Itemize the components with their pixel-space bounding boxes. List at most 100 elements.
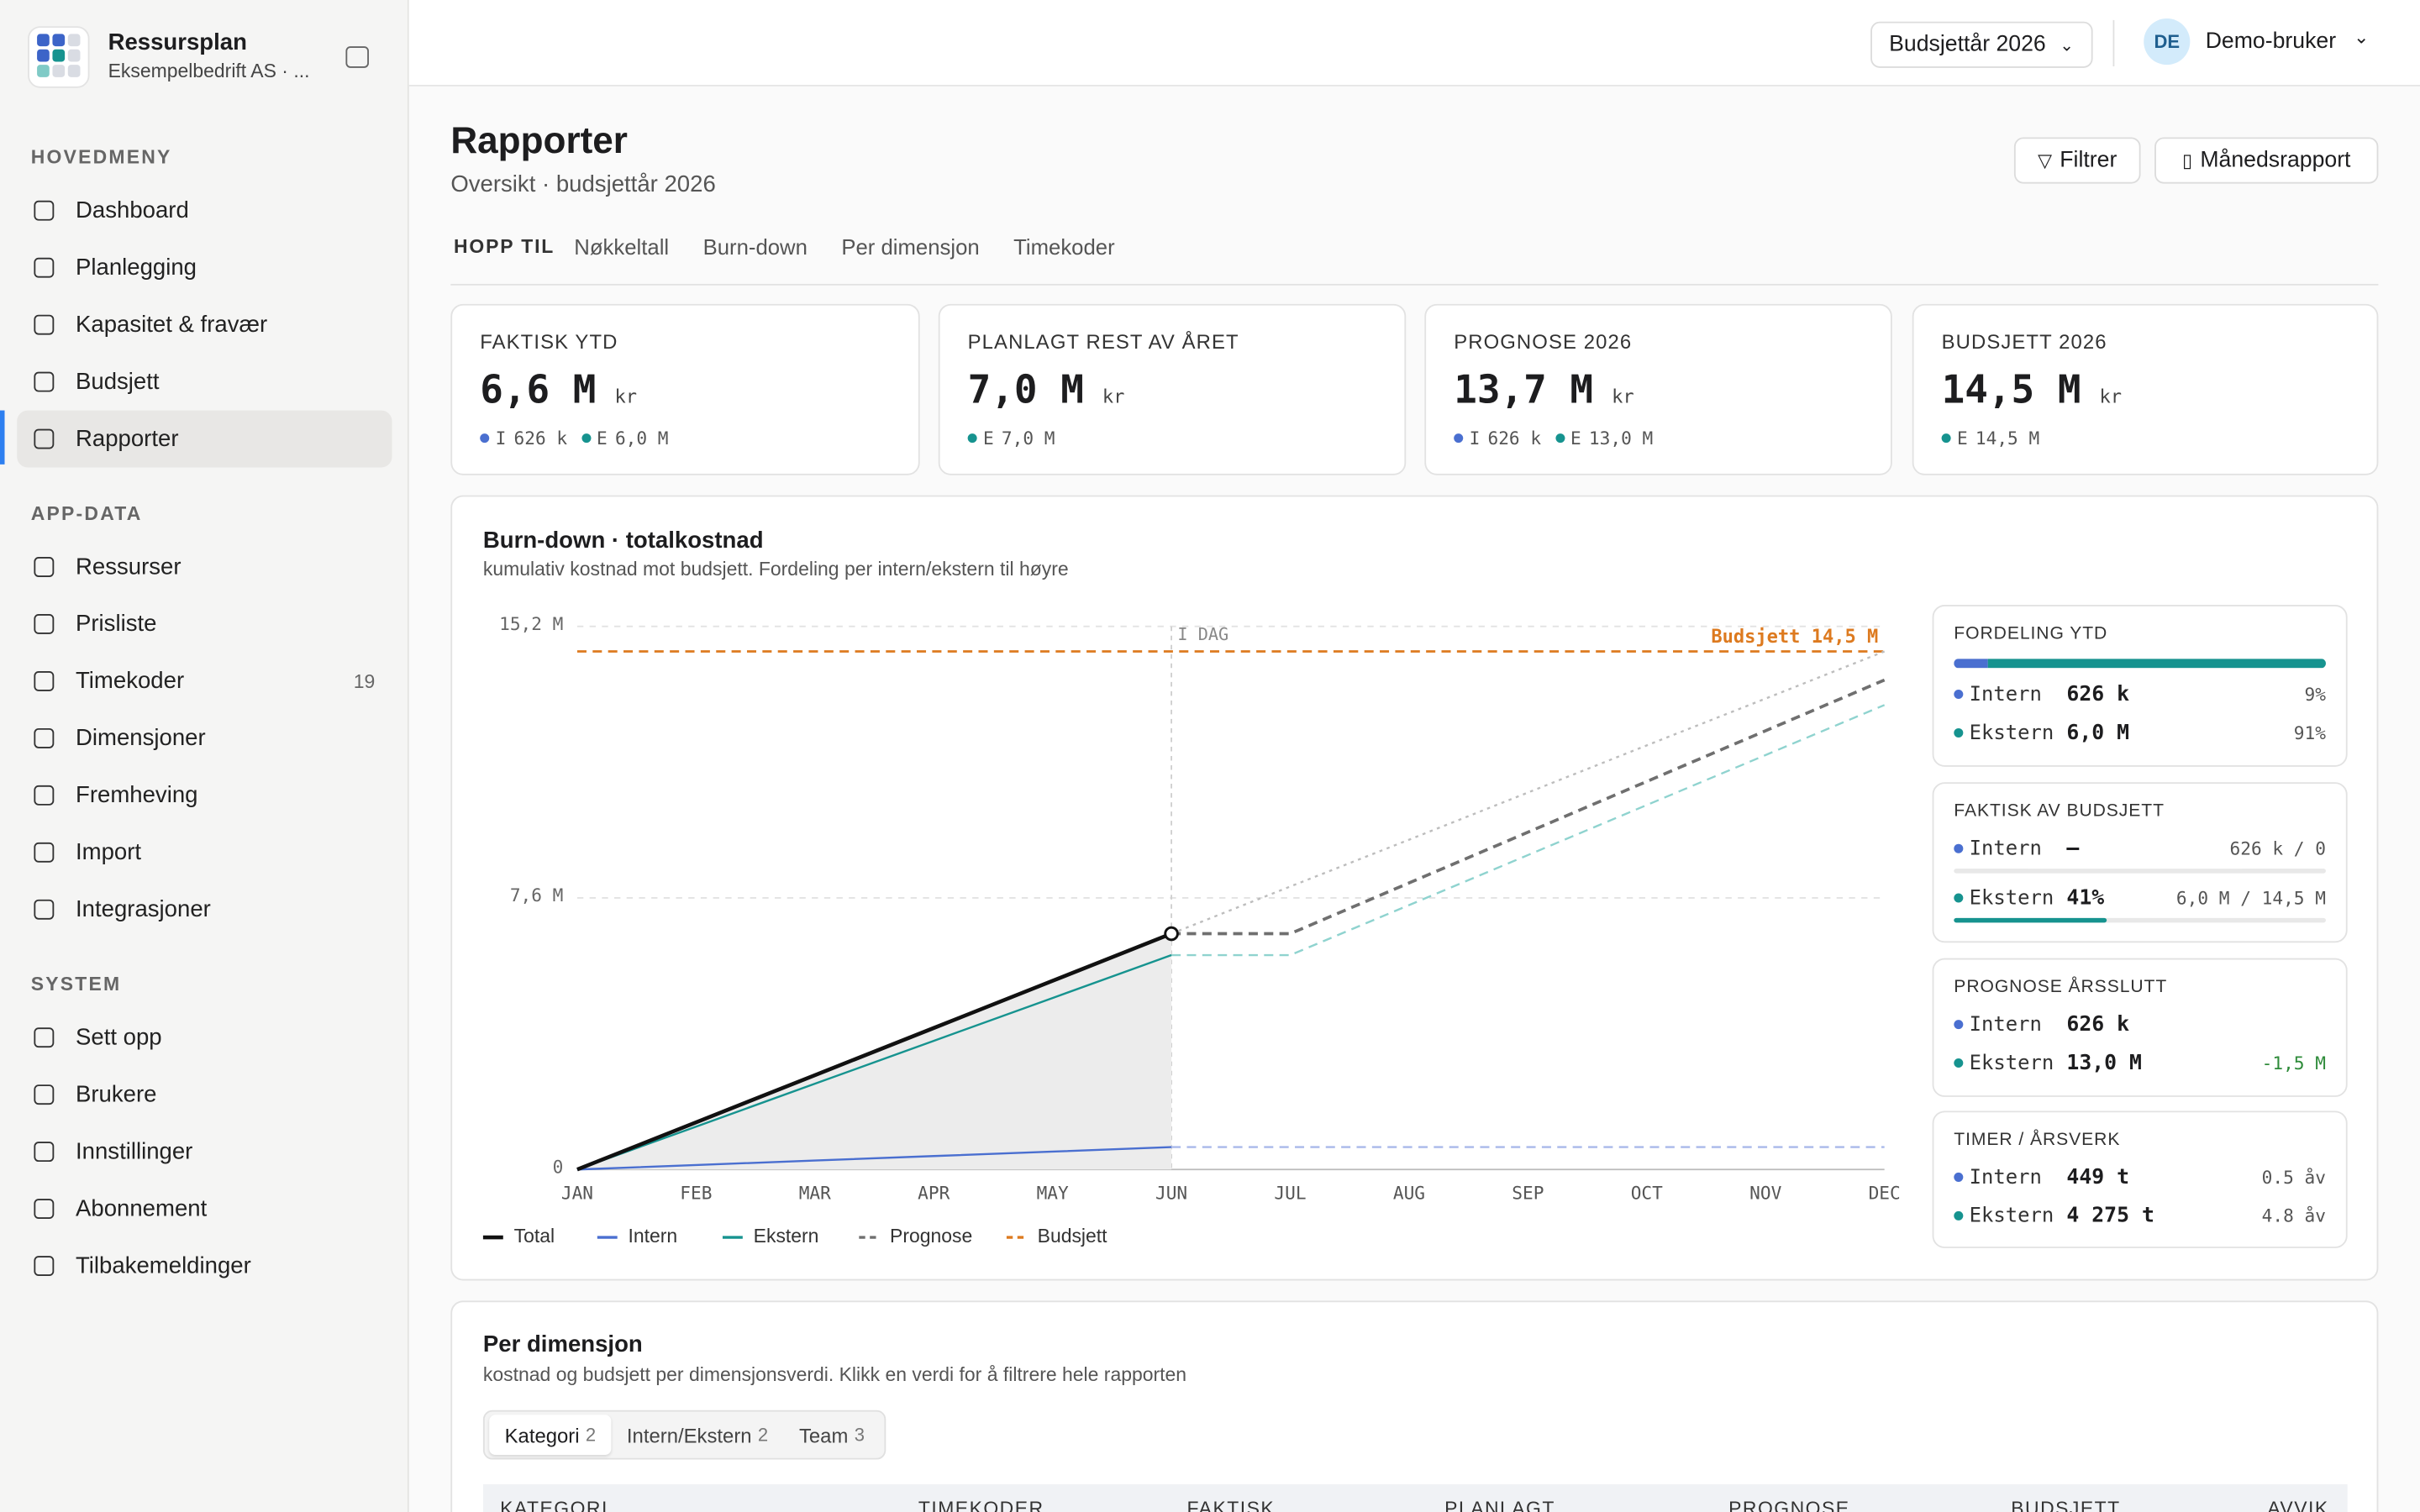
report-button[interactable]: ▯ Månedsrapport xyxy=(2154,137,2379,184)
kpi-parts: E 7,0 M xyxy=(967,427,1055,449)
nav-item[interactable]: Abonnement xyxy=(17,1180,392,1237)
card-title: Burn-down · totalkostnad xyxy=(482,528,764,554)
row-value: 4 275 t xyxy=(2066,1203,2154,1229)
nav-icon xyxy=(34,899,55,920)
row-value: 6,0 M xyxy=(2066,720,2130,746)
jump-link[interactable]: Burn-down xyxy=(702,234,808,260)
part-value: 7,0 M xyxy=(1001,427,1055,449)
nav-item[interactable]: Innstillinger xyxy=(17,1123,392,1180)
nav-item[interactable]: Sett opp xyxy=(17,1009,392,1066)
line xyxy=(1171,704,1886,957)
jump-link[interactable]: Nøkkeltall xyxy=(574,234,670,260)
nav-label: Integrasjoner xyxy=(76,896,211,923)
x-tick-label: MAR xyxy=(799,1183,831,1204)
nav-section: HOVEDMENY Dashboard Planlegging Kapasitet &… xyxy=(0,145,409,468)
dimension-tab[interactable]: Kategori 2 xyxy=(489,1415,612,1456)
row-value: 41% xyxy=(2066,885,2105,911)
x-tick-label: SEP xyxy=(1512,1183,1544,1204)
nav-label: Kapasitet & fravær xyxy=(76,312,268,339)
legend-label: Prognose xyxy=(890,1225,972,1247)
nav-item[interactable]: Brukere xyxy=(17,1066,392,1123)
budget-year-select[interactable]: Budsjettår 2026 ⌄ xyxy=(1870,21,2093,68)
org-name: Eksempelbedrift AS · ... xyxy=(108,60,310,82)
jump-link[interactable]: Per dimensjon xyxy=(841,234,980,260)
legend-dot xyxy=(1555,433,1565,444)
row-name: Ekstern xyxy=(1969,721,2054,745)
part-key: I xyxy=(495,427,507,449)
column-header: PLANLAGT xyxy=(1444,1498,1555,1512)
nav-label: Rapporter xyxy=(76,425,179,453)
nav-item[interactable]: Dashboard xyxy=(17,182,392,239)
dimension-tab[interactable]: Intern/Ekstern 2 xyxy=(612,1415,784,1455)
y-tick-label: 7,6 M xyxy=(510,885,564,906)
tab-label: Team xyxy=(798,1423,849,1446)
kpi-unit: kr xyxy=(1102,386,1125,407)
row-dot xyxy=(1954,690,1964,700)
row-value: 13,0 M xyxy=(2066,1050,2142,1076)
legend-label: Budsjett xyxy=(1038,1225,1108,1247)
legend-label: Total xyxy=(514,1225,555,1247)
kpi-unit: kr xyxy=(2099,386,2123,407)
nav-label: Prisliste xyxy=(76,611,157,638)
card-subtitle: kumulativ kostnad mot budsjett. Fordelin… xyxy=(482,558,1069,580)
column-header: TIMEKODER xyxy=(918,1498,1044,1512)
nav-item[interactable]: Fremheving xyxy=(17,767,392,824)
row-right: 6,0 M / 14,5 M xyxy=(2175,887,2326,909)
nav-icon xyxy=(34,200,55,221)
nav-item[interactable]: Timekoder 19 xyxy=(17,653,392,710)
nav-item[interactable]: Integrasjoner xyxy=(17,881,392,938)
dimension-tabs: Kategori 2 Intern/Ekstern 2 Team 3 xyxy=(482,1410,886,1460)
jump-link[interactable]: Timekoder xyxy=(1013,234,1115,260)
nav-item[interactable]: Import xyxy=(17,824,392,881)
part-value: 626 k xyxy=(513,427,568,449)
nav-item[interactable]: Prisliste xyxy=(17,596,392,653)
column-header: AVVIK xyxy=(2267,1498,2329,1512)
row-right: 626 k / 0 xyxy=(2229,837,2326,860)
kpi-label: PROGNOSE 2026 xyxy=(1454,330,1633,354)
legend-label: Intern xyxy=(629,1225,678,1247)
kpi-label: BUDSJETT 2026 xyxy=(1941,330,2107,354)
row-name: Intern xyxy=(1969,1012,2042,1037)
nav-item[interactable]: Ressurser xyxy=(17,538,392,596)
page-subtitle: Oversikt · budsjettår 2026 xyxy=(450,171,716,198)
y-tick-label: 15,2 M xyxy=(499,613,563,634)
part-value: 6,0 M xyxy=(614,427,669,449)
nav-item[interactable]: Planlegging xyxy=(17,239,392,297)
part-value: 626 k xyxy=(1487,427,1542,449)
x-tick-label: JAN xyxy=(561,1183,593,1204)
kpi-card: PLANLAGT REST AV ÅRET 7,0 M kr E 7,0 M xyxy=(938,303,1407,475)
nav-icon xyxy=(34,428,55,449)
bar-segment xyxy=(1954,659,1988,669)
avatar[interactable]: DE xyxy=(2144,18,2191,66)
nav-icon xyxy=(34,727,55,748)
nav-item[interactable]: Budsjett xyxy=(17,354,392,411)
nav-heading: SYSTEM xyxy=(30,973,122,995)
tab-count: 2 xyxy=(585,1424,597,1446)
line xyxy=(576,1146,1172,1171)
kpi-label: PLANLAGT REST AV ÅRET xyxy=(967,330,1239,354)
doc-icon: ▯ xyxy=(2181,150,2193,171)
user-name[interactable]: Demo-bruker xyxy=(2205,29,2337,55)
summary-row: Intern 626 k xyxy=(1954,1011,2326,1038)
line xyxy=(576,932,1172,1172)
nav-item[interactable]: Tilbakemeldinger xyxy=(17,1237,392,1294)
bar-segment xyxy=(1987,659,2326,669)
part-key: E xyxy=(1956,427,1968,449)
kpi-part: I 626 k xyxy=(480,428,567,449)
nav-item[interactable]: Kapasitet & fravær xyxy=(17,297,392,354)
filter-button[interactable]: ▽ Filtrer xyxy=(2013,137,2141,184)
kpi-part: I 626 k xyxy=(1454,428,1541,449)
tab-count: 2 xyxy=(757,1424,769,1446)
nav-heading: APP-DATA xyxy=(30,502,143,525)
sidebar: Ressursplan Eksempelbedrift AS · ... HOV… xyxy=(0,0,409,1512)
nav-item[interactable]: Dimensjoner xyxy=(17,710,392,767)
x-tick-label: APR xyxy=(918,1183,950,1204)
nav-label: Brukere xyxy=(76,1081,157,1108)
nav-item[interactable]: Rapporter xyxy=(17,410,392,468)
collapse-sidebar[interactable] xyxy=(345,46,369,68)
dimension-tab[interactable]: Team 3 xyxy=(784,1415,881,1455)
card-subtitle: kostnad og budsjett per dimensjonsverdi.… xyxy=(482,1363,1187,1386)
kpi-parts: I 626 k E 13,0 M xyxy=(1454,428,1653,449)
